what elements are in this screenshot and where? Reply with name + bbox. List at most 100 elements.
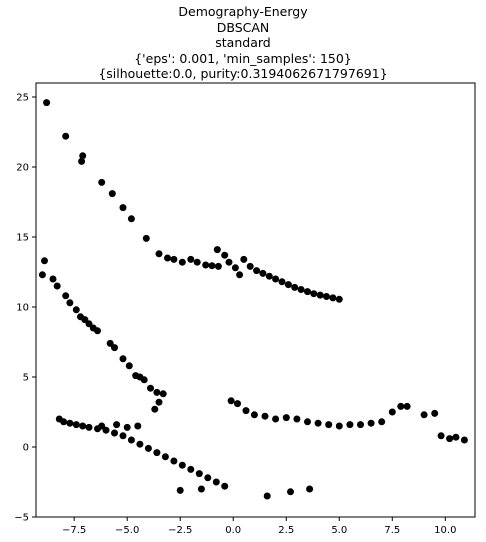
x-axis: −7.5 −5.0 −2.5 0.0 2.5 5.0 7.5 10.0 xyxy=(62,517,456,536)
x-tick-label: 7.5 xyxy=(384,525,400,536)
title-line-scaling: standard xyxy=(215,35,271,50)
y-tick-label: 20 xyxy=(16,163,29,174)
data-point xyxy=(78,157,86,165)
data-point xyxy=(155,250,163,258)
data-point xyxy=(388,408,396,416)
data-point xyxy=(259,269,267,277)
y-tick-label: 10 xyxy=(16,303,29,314)
data-point xyxy=(187,255,195,263)
data-point xyxy=(202,261,210,269)
data-point xyxy=(94,327,101,335)
data-point xyxy=(106,339,114,347)
data-point xyxy=(140,376,148,384)
axes-frame xyxy=(35,82,476,518)
data-point xyxy=(38,271,46,279)
data-point xyxy=(287,488,294,496)
data-point xyxy=(329,294,337,302)
data-point xyxy=(272,415,280,423)
data-point xyxy=(98,178,106,186)
title-line-scores: {silhouette:0.0, purity:0.31940626717976… xyxy=(98,66,388,81)
data-point xyxy=(72,421,80,429)
data-point xyxy=(291,283,299,291)
y-tick-label: 25 xyxy=(16,93,29,104)
data-point xyxy=(325,421,333,429)
data-point xyxy=(242,407,250,415)
data-point xyxy=(431,409,439,417)
data-point xyxy=(263,492,271,500)
x-tick-label: 10.0 xyxy=(434,525,456,536)
data-point xyxy=(314,419,322,427)
y-tick-label: 5 xyxy=(23,373,29,384)
data-point xyxy=(460,436,468,444)
data-point xyxy=(272,275,280,283)
data-point xyxy=(136,440,144,448)
data-point xyxy=(66,419,74,427)
data-point xyxy=(335,422,343,430)
y-tick-label: 15 xyxy=(16,233,29,244)
data-point xyxy=(111,429,118,437)
data-point xyxy=(170,457,178,465)
x-tick-label: −7.5 xyxy=(62,525,86,536)
data-point xyxy=(452,433,460,441)
data-point xyxy=(212,478,220,486)
data-point xyxy=(193,258,201,266)
y-tick-label: −5 xyxy=(14,513,29,524)
title-line-params: {'eps': 0.001, 'min_samples': 150} xyxy=(134,50,352,66)
data-point xyxy=(119,355,127,363)
data-point xyxy=(265,272,273,280)
data-point xyxy=(161,453,169,461)
data-point xyxy=(127,215,135,223)
data-point xyxy=(214,262,222,270)
data-point xyxy=(221,482,229,490)
data-point xyxy=(123,423,131,431)
data-point xyxy=(79,152,87,160)
data-point xyxy=(236,271,244,279)
data-point xyxy=(284,281,292,289)
data-point xyxy=(119,432,127,440)
data-point xyxy=(108,190,116,198)
data-point xyxy=(178,461,186,469)
data-point xyxy=(367,419,375,427)
data-point xyxy=(134,422,142,430)
data-point xyxy=(62,292,70,300)
data-point xyxy=(304,418,311,426)
data-point xyxy=(153,388,161,396)
data-point xyxy=(41,257,48,265)
data-point xyxy=(231,264,239,272)
title-line-dataset: Demography-Energy xyxy=(178,4,308,19)
data-point xyxy=(144,444,152,452)
data-point xyxy=(119,204,127,212)
data-point xyxy=(323,293,330,300)
data-point xyxy=(159,390,167,398)
x-tick-label: 2.5 xyxy=(278,525,294,536)
data-point xyxy=(195,470,203,478)
data-point xyxy=(60,418,68,426)
data-point xyxy=(378,418,386,426)
data-point xyxy=(261,412,269,420)
data-point xyxy=(221,251,229,259)
title-line-algorithm: DBSCAN xyxy=(216,19,270,35)
data-point xyxy=(297,286,305,293)
data-point xyxy=(446,435,454,443)
x-tick-label: 5.0 xyxy=(331,525,347,536)
data-point xyxy=(43,99,51,107)
data-point xyxy=(111,344,118,352)
y-tick-label: 0 xyxy=(23,443,29,454)
data-point xyxy=(213,246,221,254)
data-point xyxy=(155,398,163,406)
data-point xyxy=(66,299,74,307)
data-point xyxy=(85,423,93,431)
data-point xyxy=(208,262,216,270)
data-point xyxy=(127,436,135,444)
data-point xyxy=(72,306,80,314)
data-point xyxy=(397,402,405,410)
data-point xyxy=(357,421,364,429)
data-point xyxy=(346,421,354,429)
data-point xyxy=(125,362,133,370)
data-point xyxy=(227,397,235,405)
data-point xyxy=(278,278,286,286)
data-point xyxy=(79,422,87,430)
y-axis: −5 0 5 10 15 20 25 xyxy=(14,93,36,524)
data-point xyxy=(147,384,154,392)
